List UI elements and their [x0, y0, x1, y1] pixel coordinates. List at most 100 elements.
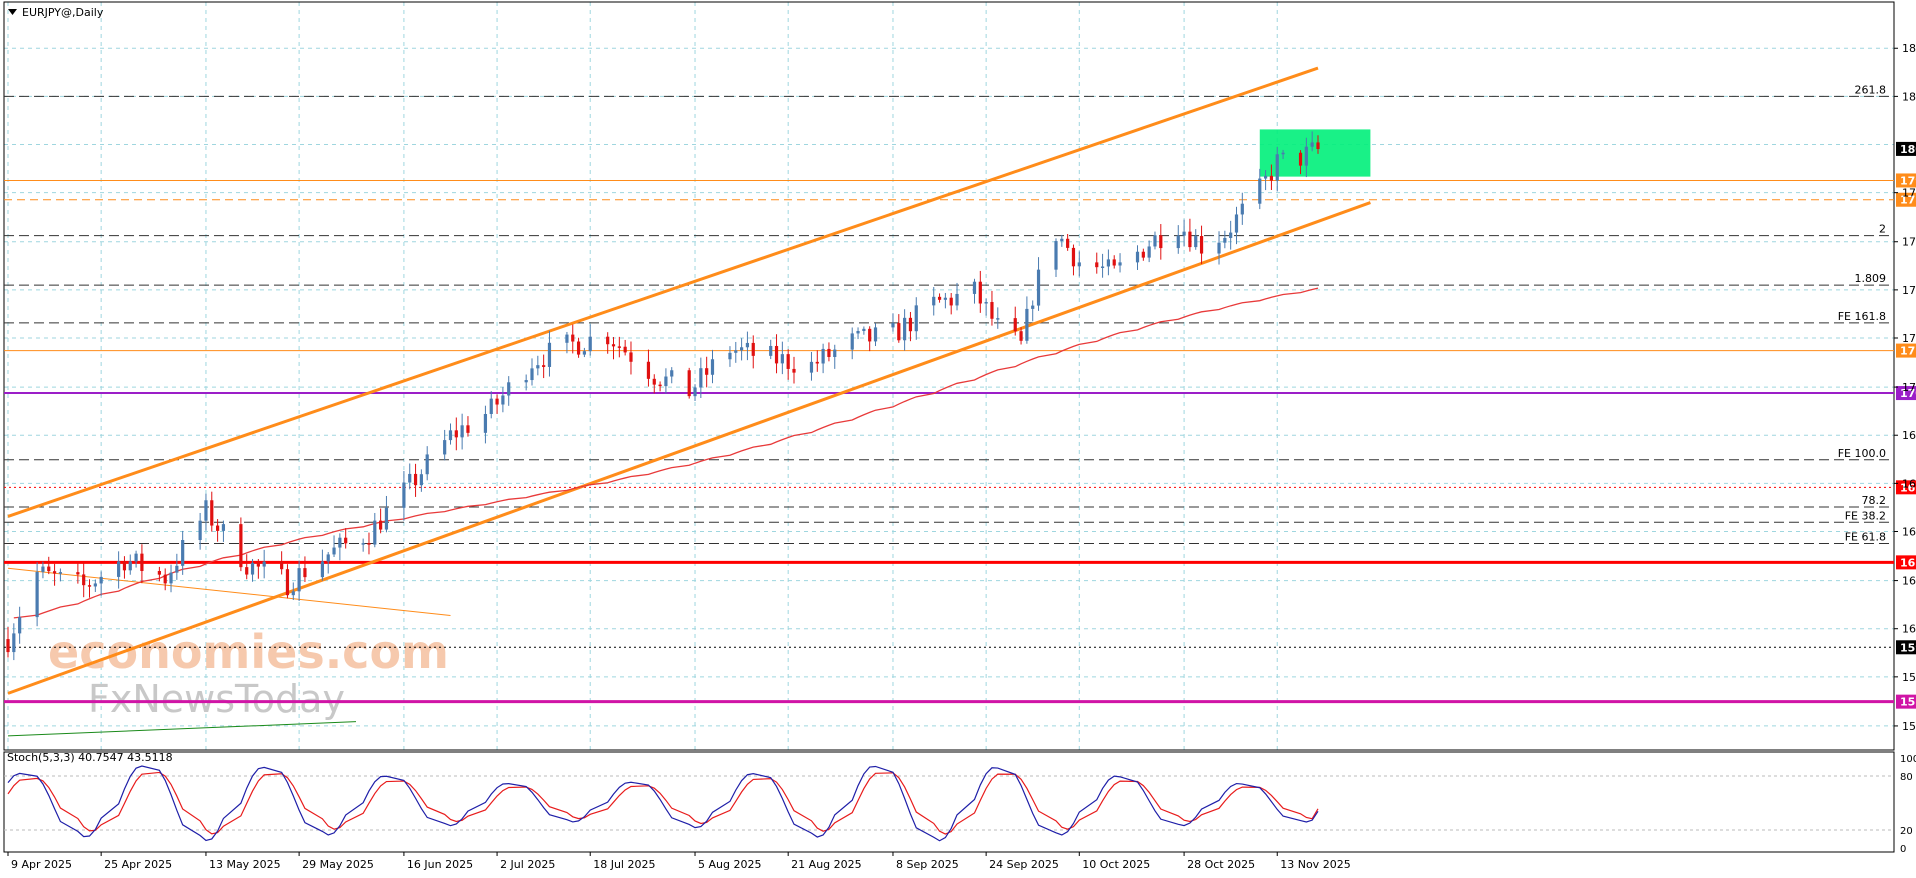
candle-bull	[891, 323, 895, 328]
candle-bear	[827, 348, 831, 357]
candle-bull	[582, 351, 587, 355]
candle-bear	[413, 473, 418, 486]
candle-bull	[181, 540, 185, 566]
candle-bull	[1100, 266, 1105, 268]
candle-bull	[1036, 269, 1041, 306]
candle-bull	[425, 454, 429, 475]
candle-bear	[1095, 262, 1099, 268]
time-tick-label: 28 Oct 2025	[1187, 858, 1255, 871]
candle-bear	[751, 342, 755, 356]
candle-bull	[1135, 251, 1140, 263]
candle-bull	[1310, 142, 1314, 147]
candle-bull	[291, 591, 295, 596]
candle-bear	[1071, 247, 1076, 267]
watermark-line2: FxNewsToday	[88, 677, 345, 721]
candle-bear	[285, 569, 290, 596]
candle-bull	[1263, 175, 1268, 179]
candle-bear	[1188, 231, 1192, 248]
candle-bull	[320, 561, 325, 578]
price-tick-label: 176.840	[1902, 236, 1916, 249]
candle-bull	[873, 327, 878, 342]
time-tick-label: 24 Sep 2025	[989, 858, 1059, 871]
candle-bear	[571, 334, 575, 342]
stoch-axis-label: 20	[1900, 826, 1913, 837]
candle-bull	[856, 330, 860, 334]
candle-bear	[76, 572, 80, 575]
candle-bear	[792, 368, 796, 373]
candle-bull	[332, 547, 336, 555]
candle-bull	[12, 633, 16, 653]
time-tick-label: 8 Sep 2025	[896, 858, 959, 871]
candle-bull	[297, 568, 301, 592]
candle-bull	[1118, 262, 1122, 266]
candle-bull	[1054, 241, 1058, 270]
candle-bull	[1217, 242, 1221, 254]
price-level-value: 172.227	[1900, 345, 1916, 358]
candle-bull	[565, 334, 569, 343]
candle-bull	[903, 317, 907, 341]
candle-bull	[664, 376, 668, 387]
candle-bear	[466, 425, 470, 433]
price-level-tag	[1896, 694, 1916, 709]
candle-bull	[443, 440, 447, 455]
fib-level-label: FE 161.8	[1838, 310, 1886, 323]
price-level-tag	[1896, 173, 1916, 188]
time-tick-label: 13 May 2025	[209, 858, 281, 871]
candle-bear	[303, 568, 307, 578]
triangle-down-icon[interactable]	[8, 9, 17, 15]
candle-bull	[536, 365, 540, 369]
time-tick-label: 13 Nov 2025	[1280, 858, 1350, 871]
candle-bull	[507, 382, 511, 396]
candle-bear	[140, 553, 144, 572]
candle-bear	[868, 328, 872, 342]
price-tick-label: 172.760	[1902, 332, 1916, 345]
price-level-value: 163.252	[1900, 556, 1916, 569]
candle-bear	[6, 639, 10, 653]
candle-bull	[850, 333, 854, 350]
candle-bull	[99, 576, 103, 584]
candle-bear	[344, 537, 348, 544]
price-level-tag	[1896, 192, 1916, 207]
candle-bull	[734, 350, 738, 353]
candle-bull	[932, 296, 936, 306]
main-pane-border	[3, 1, 1895, 751]
price-tick-label: 168.640	[1902, 429, 1916, 442]
price-tick-label: 160.440	[1902, 623, 1916, 636]
stochastic-label: Stoch(5,3,3) 40.7547 43.5118	[7, 751, 173, 764]
descending-trend-line	[7, 567, 451, 616]
candle-bear	[978, 281, 982, 304]
candle-bear	[1141, 251, 1145, 258]
candle-bear	[87, 585, 92, 587]
candle-bull	[1234, 214, 1239, 233]
candle-bear	[774, 345, 779, 364]
candle-bull	[18, 617, 22, 634]
price-level-tag	[1896, 386, 1916, 401]
candle-bull	[530, 368, 534, 381]
fib-level-label: FE 61.8	[1845, 531, 1886, 544]
fib-level-label: 1.809	[1855, 272, 1887, 285]
candle-bear	[379, 520, 383, 530]
candle-bull	[780, 354, 784, 364]
price-tick-label: 158.400	[1902, 671, 1916, 684]
price-level-value: 157.349	[1900, 696, 1916, 709]
trend-lines	[7, 66, 1371, 737]
candle-bear	[611, 344, 616, 347]
candle-bull	[134, 553, 138, 562]
candle-bull	[955, 293, 959, 306]
price-level-tag	[1896, 343, 1916, 358]
candle-bear	[47, 566, 51, 572]
candle-bear	[990, 302, 994, 319]
candle-bear	[122, 561, 127, 571]
candle-bull	[699, 368, 703, 388]
candle-bull	[1281, 152, 1285, 155]
candle-bear	[1298, 152, 1303, 166]
candle-bear	[908, 317, 913, 332]
candle-bear	[705, 368, 709, 375]
candle-bear	[542, 365, 546, 367]
fib-level-label: 78.2	[1862, 494, 1887, 507]
candle-bull	[769, 345, 773, 356]
horizontal-levels: 261.8 2 1.809 FE 161.8 FE 100.0 78.2 FE 38.2 FE…	[4, 83, 1916, 709]
time-tick-label: 25 Apr 2025	[104, 858, 172, 871]
stoch-axis-label: 0	[1900, 844, 1906, 855]
candle-bear	[157, 571, 161, 575]
